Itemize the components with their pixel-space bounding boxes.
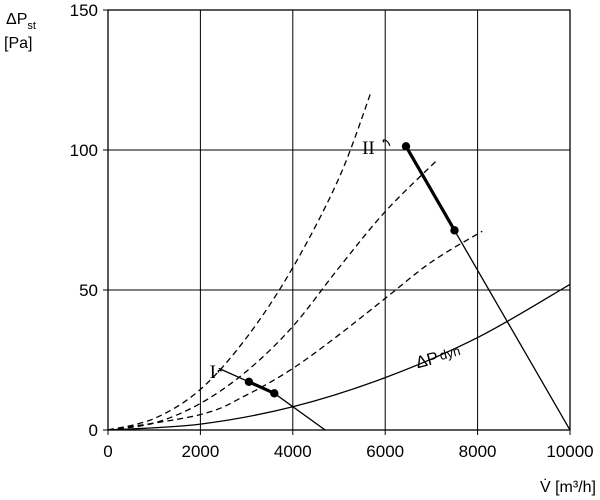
- series-line--pdyn: [108, 283, 570, 430]
- y-tick-label: 50: [79, 281, 98, 300]
- x-axis-label: V̇ [m³/h]: [540, 478, 596, 496]
- y-tick-label: 100: [70, 141, 98, 160]
- operating-range-ii: [404, 145, 456, 232]
- series-group: [108, 90, 570, 430]
- curve-label-i: I: [210, 362, 216, 383]
- operating-point: [244, 377, 254, 387]
- label-leader-ii: [382, 139, 391, 147]
- x-tick-label: 10000: [546, 442, 593, 461]
- x-tick-label: 2000: [181, 442, 219, 461]
- plot-border: [107, 9, 571, 431]
- series-line-i: [218, 367, 326, 430]
- x-tick-label: 0: [103, 442, 112, 461]
- y-axis-unit: [Pa]: [4, 35, 32, 52]
- y-axis-label: ΔPst: [6, 11, 36, 32]
- plot-frame: [107, 9, 571, 431]
- curve-label-ii: II: [362, 138, 375, 159]
- series-line-dashed-2: [108, 160, 437, 430]
- series-line-dashed-1: [108, 90, 372, 430]
- operating-point: [450, 226, 459, 235]
- x-tick-label: 4000: [274, 442, 312, 461]
- operating-range-i: [248, 380, 275, 395]
- x-tick-label: 8000: [459, 442, 497, 461]
- operating-point: [270, 389, 279, 398]
- y-tick-label: 0: [89, 421, 98, 440]
- y-tick-label: 150: [70, 1, 98, 20]
- label-leader-i: [217, 369, 222, 373]
- series-line-dashed-3: [108, 230, 483, 430]
- x-tick-label: 6000: [366, 442, 404, 461]
- grid-lines: [103, 9, 571, 435]
- curve-label-dpdyn: ΔPdyn: [414, 342, 463, 372]
- operating-point: [401, 142, 411, 151]
